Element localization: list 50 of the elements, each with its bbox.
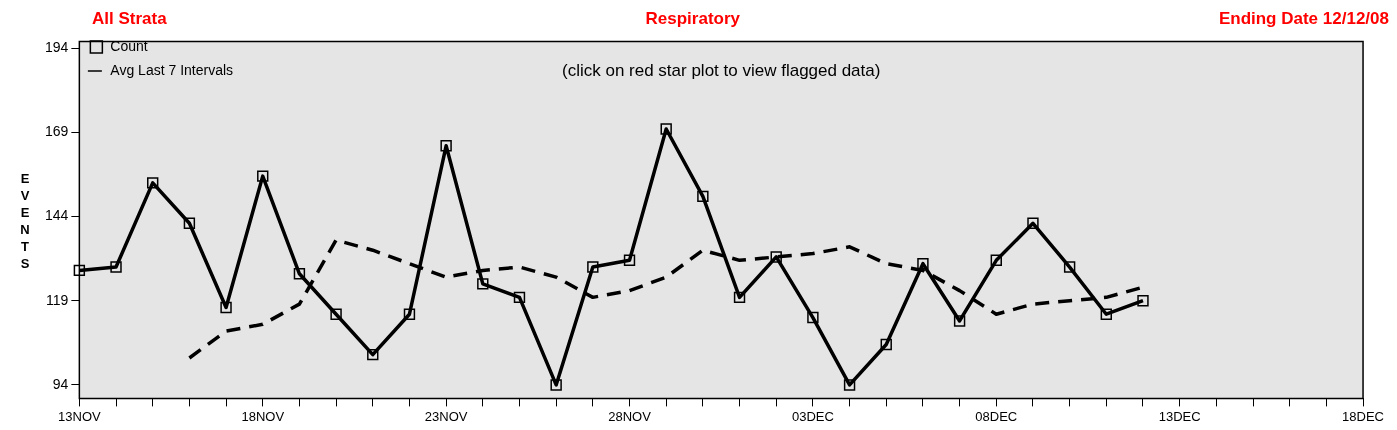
point — [990, 254, 1002, 267]
point — [733, 291, 746, 304]
x-tick-label: 28NOV — [608, 408, 652, 424]
point — [843, 379, 856, 391]
annotation: (click on red star plot to view flagged data) — [561, 61, 881, 81]
point — [293, 268, 306, 280]
point — [1063, 261, 1076, 273]
y-tick-label: 119 — [46, 291, 69, 308]
x-tick-label: 13DEC — [1158, 408, 1201, 424]
point — [1100, 308, 1113, 320]
point — [403, 308, 416, 320]
point — [660, 123, 672, 135]
legend-label: Count — [110, 37, 148, 54]
point — [147, 177, 159, 189]
point — [697, 190, 709, 203]
x-tick-label: 08DEC — [975, 408, 1018, 424]
y-tick-label: 144 — [45, 207, 69, 224]
x-tick-label: 23NOV — [424, 408, 468, 424]
y-tick-label: 194 — [45, 39, 69, 55]
legend-label: Avg Last 7 Intervals — [110, 61, 234, 78]
text: Ending Date 12/12/08 — [1218, 8, 1389, 30]
text: All Strata — [92, 8, 167, 30]
point — [880, 338, 892, 351]
y-tick-label: 94 — [52, 375, 69, 392]
x-tick-label: 13NOV — [58, 408, 101, 424]
point — [1027, 217, 1039, 229]
point — [770, 251, 782, 263]
point — [807, 311, 819, 324]
point — [623, 254, 636, 267]
x-tick-label: 03DEC — [791, 408, 834, 424]
chart-title: Respiratory — [645, 8, 741, 30]
point — [550, 379, 562, 391]
x-tick-label: 18NOV — [241, 408, 285, 424]
point — [330, 308, 342, 320]
point — [477, 278, 489, 290]
point — [220, 301, 232, 314]
point — [917, 257, 929, 270]
point — [183, 217, 196, 229]
y-axis-title: EVENTS — [19, 170, 31, 272]
point — [367, 348, 379, 361]
point — [110, 261, 122, 273]
point — [513, 291, 526, 304]
point — [1137, 295, 1149, 307]
x-tick-label: 18DEC — [1342, 408, 1385, 424]
point — [440, 140, 452, 152]
y-tick-label: 169 — [45, 123, 69, 140]
point — [587, 261, 599, 273]
point — [953, 315, 966, 327]
point — [73, 264, 86, 277]
point — [257, 170, 269, 182]
